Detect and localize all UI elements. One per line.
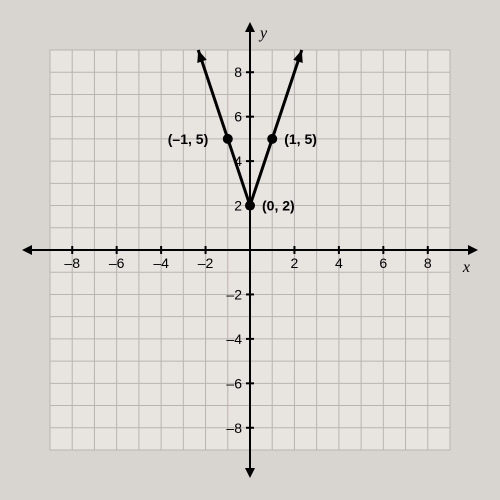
svg-text:2: 2 — [234, 198, 242, 214]
graph-svg: –8–6–4–22468–8–6–4–22468xy(–1, 5)(1, 5)(… — [20, 20, 480, 480]
svg-text:2: 2 — [291, 255, 299, 271]
svg-text:–8: –8 — [226, 420, 242, 436]
svg-text:6: 6 — [234, 109, 242, 125]
svg-text:–2: –2 — [198, 255, 214, 271]
svg-text:–8: –8 — [64, 255, 80, 271]
svg-text:4: 4 — [335, 255, 343, 271]
svg-text:x: x — [462, 259, 470, 276]
coordinate-graph: –8–6–4–22468–8–6–4–22468xy(–1, 5)(1, 5)(… — [20, 20, 480, 480]
svg-text:–2: –2 — [226, 286, 242, 302]
svg-text:8: 8 — [424, 255, 432, 271]
svg-text:(0, 2): (0, 2) — [262, 198, 295, 214]
svg-text:–4: –4 — [226, 331, 242, 347]
svg-text:–4: –4 — [153, 255, 169, 271]
svg-text:y: y — [258, 25, 268, 42]
svg-text:–6: –6 — [109, 255, 125, 271]
svg-text:(–1, 5): (–1, 5) — [168, 131, 208, 147]
svg-text:6: 6 — [379, 255, 387, 271]
svg-text:(1, 5): (1, 5) — [284, 131, 317, 147]
svg-text:–6: –6 — [226, 375, 242, 391]
svg-text:8: 8 — [234, 64, 242, 80]
